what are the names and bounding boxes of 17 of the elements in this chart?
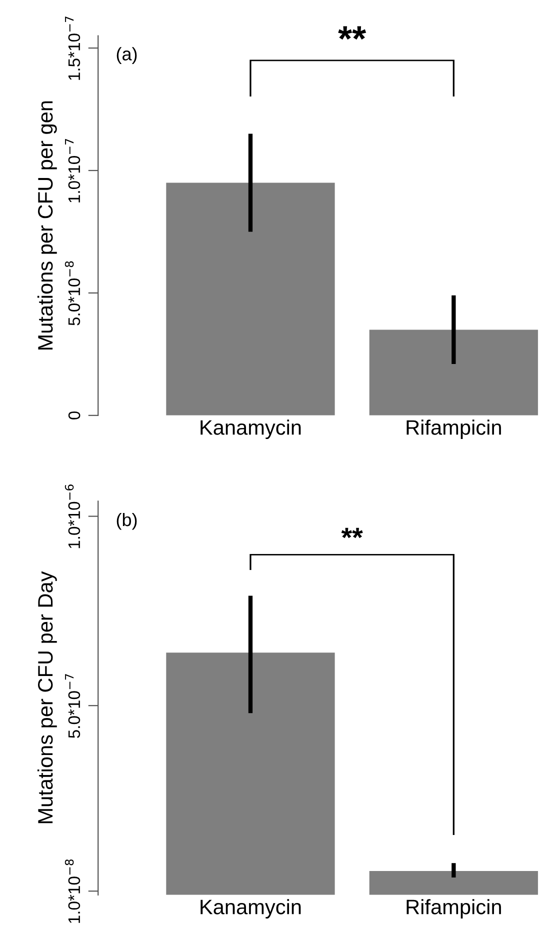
x-tick-label: Rifampicin <box>406 420 501 440</box>
y-tick-label: 0 <box>68 411 80 420</box>
y-tick-label: 1.0*10$^{−7}$ <box>65 139 80 202</box>
y-tick-label: 5.0*10$^{−7}$ <box>65 674 80 738</box>
text: (b) <box>116 512 137 530</box>
y-axis-title: Mutations per CFU per Day <box>37 571 57 824</box>
annotation: ** <box>341 528 363 538</box>
y-tick-label: 5.0*10$^{−8}$ <box>64 261 80 326</box>
x-tick-label: Kanamycin <box>200 899 301 918</box>
y-tick-label: 1.5*10$^{−7}$ <box>65 16 80 80</box>
y-axis-title: Mutations per CFU per gen <box>37 101 57 350</box>
x-tick-label: Kanamycin <box>200 420 301 440</box>
x-tick-label: Rifampicin <box>406 899 501 918</box>
annotation: ** <box>338 26 366 40</box>
y-tick-label: 1.0*10$^{−6}$ <box>64 484 80 548</box>
y-tick-label: 1.0*10$^{−8}$ <box>64 859 80 923</box>
text: (a) <box>116 47 137 64</box>
